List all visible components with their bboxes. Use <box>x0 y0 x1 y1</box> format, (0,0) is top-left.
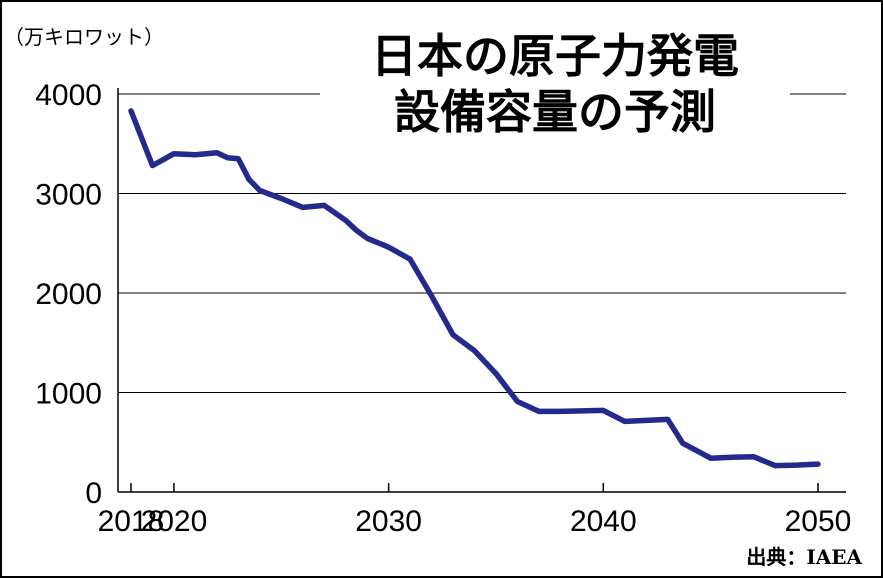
y-tick-labels: 0 1000 2000 3000 4000 <box>35 79 102 510</box>
x-tick-label: 2020 <box>141 505 208 538</box>
title-backing <box>320 20 790 150</box>
axes <box>117 88 846 493</box>
y-tick-label: 0 <box>85 477 102 510</box>
chart-title-line-1: 日本の原子力発電 <box>371 29 739 83</box>
x-tick-label: 2050 <box>785 505 852 538</box>
source-label: 出典：IAEA <box>746 545 862 569</box>
y-tick-label: 3000 <box>35 179 102 212</box>
unit-label: （万キロワット） <box>4 25 164 49</box>
x-tick-label: 2030 <box>355 505 422 538</box>
x-tick-label: 2040 <box>570 505 637 538</box>
tick-marks <box>130 483 819 492</box>
chart-title-line-2: 設備容量の予測 <box>394 85 716 139</box>
y-tick-label: 1000 <box>35 378 102 411</box>
series-line <box>128 108 821 469</box>
y-tick-label: 2000 <box>35 278 102 311</box>
y-tick-label: 4000 <box>35 79 102 112</box>
x-tick-label: 2018 <box>98 505 165 538</box>
